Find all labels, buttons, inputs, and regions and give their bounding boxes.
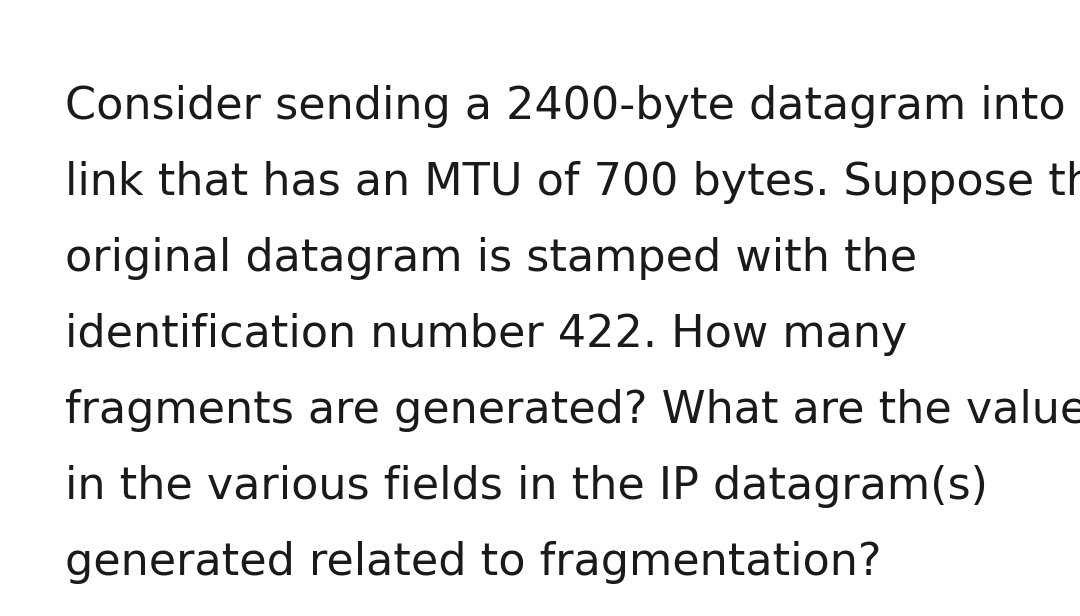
Text: identification number 422. How many: identification number 422. How many [65,313,907,356]
Text: fragments are generated? What are the values: fragments are generated? What are the va… [65,389,1080,432]
Text: in the various fields in the IP datagram(s): in the various fields in the IP datagram… [65,465,988,508]
Text: link that has an MTU of 700 bytes. Suppose the: link that has an MTU of 700 bytes. Suppo… [65,161,1080,204]
Text: Consider sending a 2400-byte datagram into a: Consider sending a 2400-byte datagram in… [65,85,1080,128]
Text: original datagram is stamped with the: original datagram is stamped with the [65,237,917,280]
Text: generated related to fragmentation?: generated related to fragmentation? [65,541,881,584]
